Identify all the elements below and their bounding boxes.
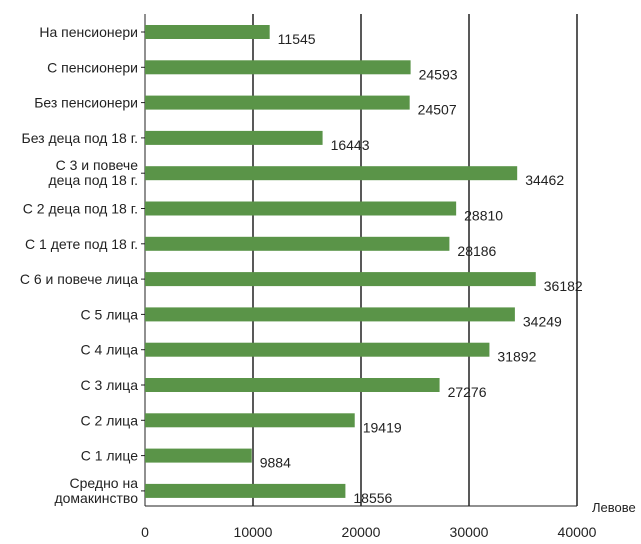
category-label: С 1 дете под 18 г. [25,236,138,252]
bar [145,342,490,357]
x-tick-labels: 0 10000 20000 30000 40000 [141,524,597,540]
bar [145,130,323,145]
value-labels: 11545 24593 24507 16443 34462 28810 28186 36182… [260,31,583,506]
bar [145,378,440,392]
category-label: С пенсионери [47,59,138,75]
category-label: Без деца под 18 г. [22,130,139,146]
bar [145,95,410,110]
category-label: С 2 деца под 18 г. [23,201,138,217]
value-label: 34249 [523,313,562,329]
category-label: С 3 лица [81,377,139,393]
x-tick-label: 30000 [450,524,489,540]
value-label: 24507 [418,102,457,118]
bar [145,166,518,181]
value-label: 9884 [260,455,291,471]
grid-lines [144,14,578,507]
category-labels: На пенсионери С пенсионери Без пенсионери Б… [20,24,145,506]
category-label: С 2 лица [81,412,139,428]
value-label: 16443 [331,137,370,153]
bars [145,25,536,498]
value-label: 31892 [497,349,536,365]
bar [145,307,515,322]
bar [145,60,411,75]
bar [145,201,457,216]
bar [145,413,355,428]
category-label-line: деца под 18 г. [48,172,138,188]
category-label: С 1 лице [81,448,139,464]
category-label: С 5 лица [81,306,139,322]
bar [145,272,536,287]
x-axis-label: Левове [592,500,636,515]
bar [145,448,252,463]
x-tick-label: 40000 [558,524,597,540]
value-label: 28810 [464,208,503,224]
bar [145,25,270,39]
x-tick-label: 10000 [234,524,273,540]
value-label: 11545 [278,31,316,47]
category-label: С 6 и повече лица [20,271,138,287]
value-label: 24593 [419,66,458,82]
category-label-line: домакинство [54,490,138,506]
category-label: С 3 и повече деца под 18 г. [48,157,138,188]
value-label: 19419 [363,419,402,435]
value-label: 27276 [448,384,487,400]
value-label: 34462 [525,172,564,188]
category-label: С 4 лица [81,342,139,358]
x-tick-label: 20000 [342,524,381,540]
value-label: 28186 [457,243,496,259]
value-label: 36182 [544,278,583,294]
category-label-line: Средно на [70,475,139,491]
category-label: Без пенсионери [34,95,138,111]
category-label-line: С 3 и повече [56,157,139,173]
x-tick-label: 0 [141,524,149,540]
bar [145,236,450,251]
category-label: Средно на домакинство [54,475,138,506]
bar [145,483,346,498]
value-label: 18556 [353,490,392,506]
category-label: На пенсионери [39,24,138,40]
